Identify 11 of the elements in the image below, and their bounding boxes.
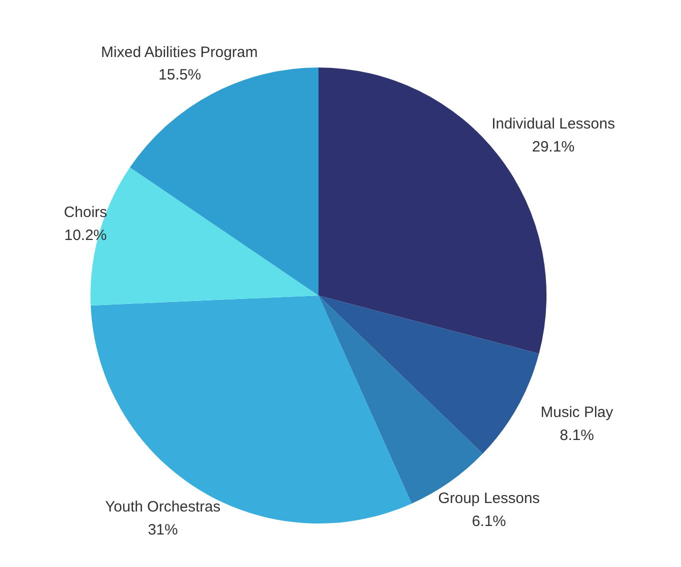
slice-label: Individual Lessons [492, 115, 615, 132]
slice-label: Choirs [64, 204, 108, 221]
data-label: 8.1% [560, 426, 594, 444]
data-label: 15.5% [158, 66, 202, 84]
slice-label: Mixed Abilities Program [101, 44, 258, 61]
data-label: 29.1% [532, 138, 575, 156]
slice-label: Music Play [540, 404, 614, 421]
data-label: 6.1% [472, 512, 506, 530]
slice-label: Group Lessons [438, 490, 540, 508]
data-label: 31% [148, 522, 178, 539]
slice-label: Youth Orchestras [105, 498, 221, 516]
